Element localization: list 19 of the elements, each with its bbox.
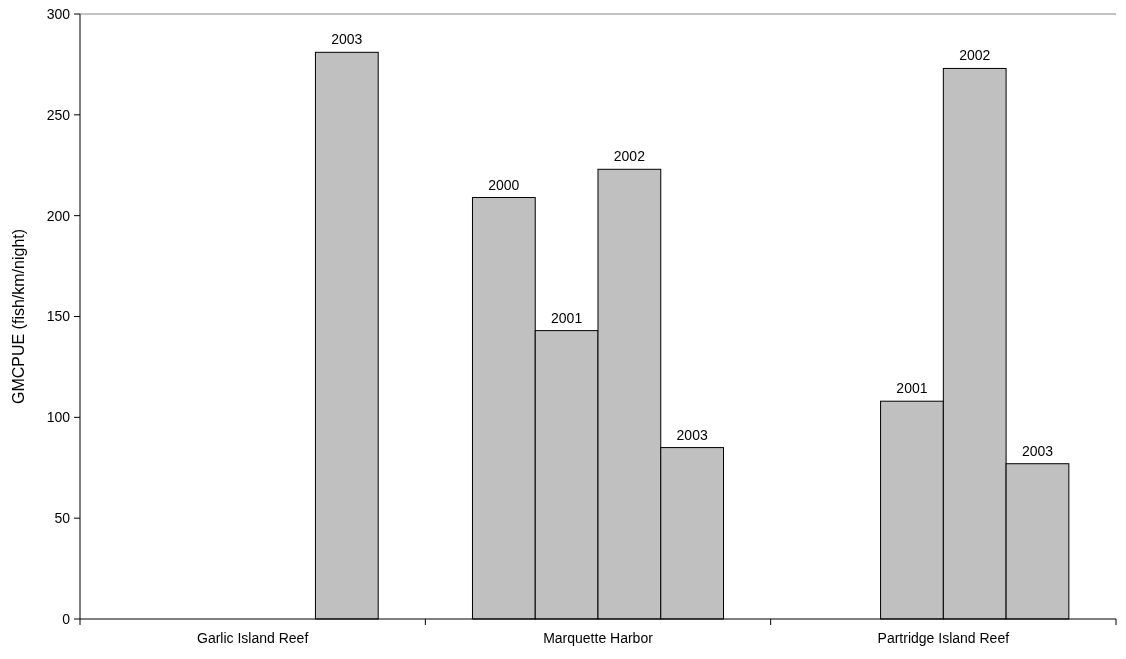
y-tick-label: 200 — [46, 207, 71, 224]
text: 2003 — [1021, 442, 1054, 459]
text: 2003 — [676, 426, 708, 443]
series-label: 2002 — [613, 148, 646, 165]
series-label: 2000 — [488, 176, 520, 193]
text: 2001 — [896, 380, 928, 397]
x-tick-label: Garlic Island Reef — [197, 630, 309, 646]
y-tick-label: 250 — [46, 106, 71, 123]
y-axis-title: GMCPUE (fish/km/night) — [10, 228, 27, 405]
text: 2002 — [959, 47, 991, 64]
y-tick-label: 0 — [62, 610, 71, 627]
series-label: 2001 — [551, 309, 583, 326]
y-tick-label: 300 — [46, 5, 71, 22]
x-tick-label: Partridge Island Reef — [877, 630, 1010, 646]
series-label: 2003 — [331, 31, 363, 48]
y-tick-label: 150 — [46, 308, 71, 325]
x-tick-label: Marquette Harbor — [543, 630, 654, 646]
y-tick-label: 50 — [54, 510, 71, 527]
y-tick-label: 100 — [46, 409, 71, 426]
